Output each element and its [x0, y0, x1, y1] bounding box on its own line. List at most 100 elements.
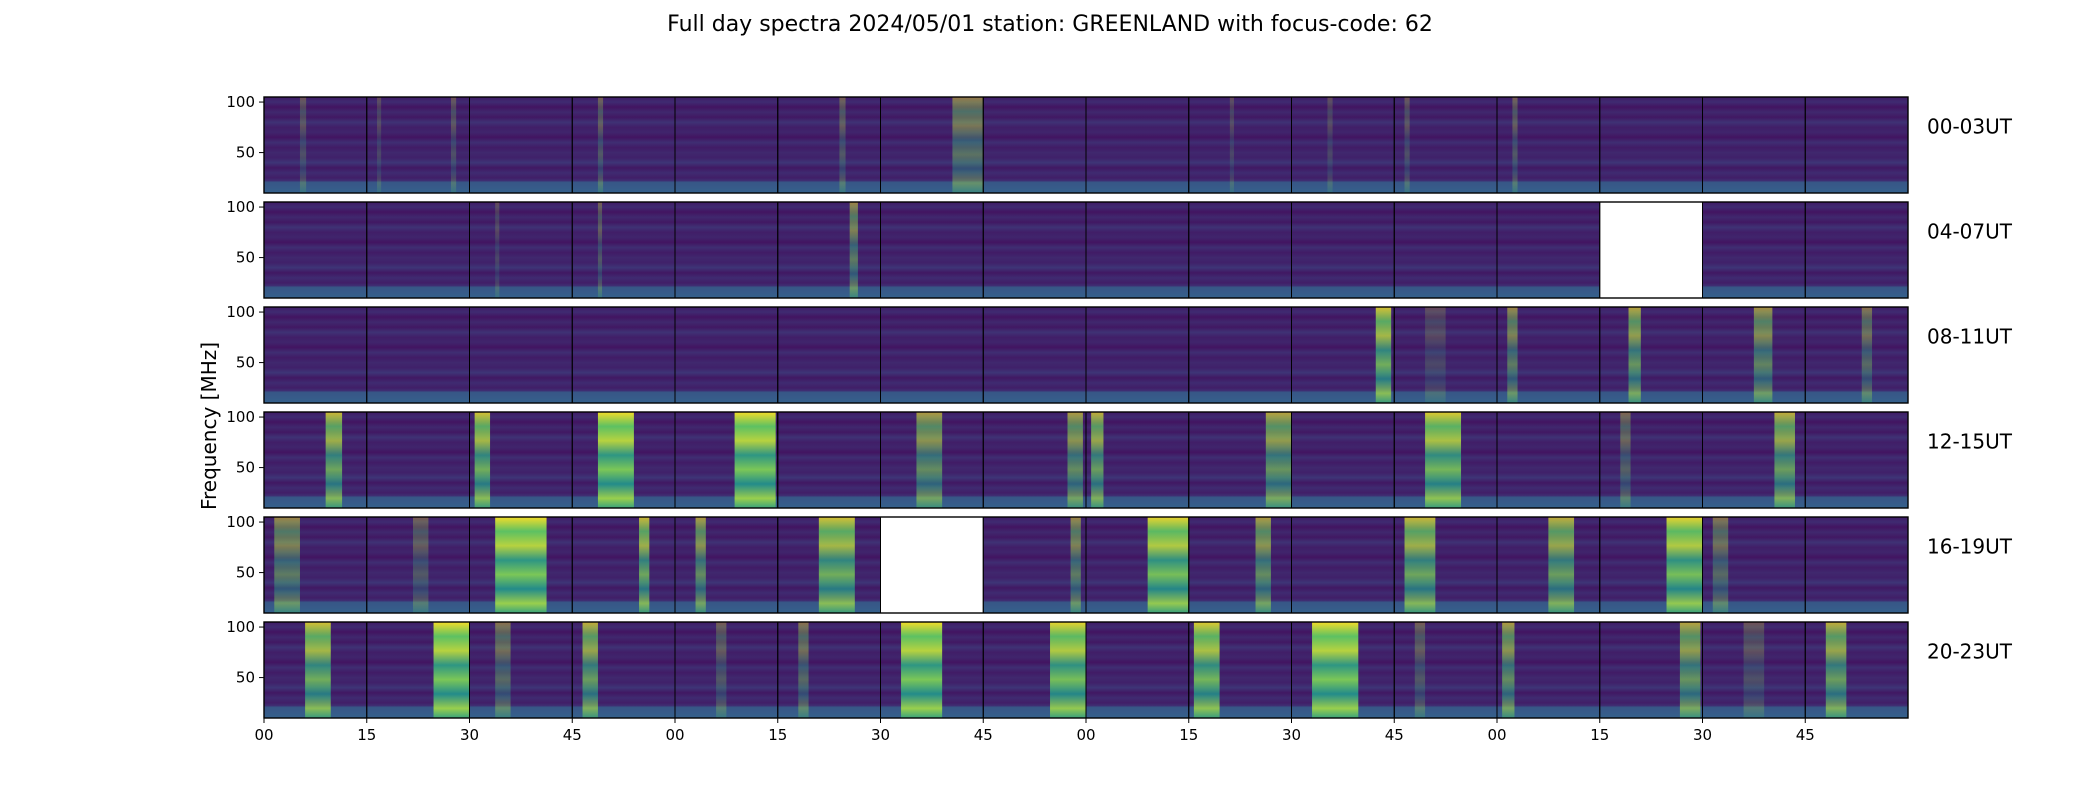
- radio-burst: [495, 517, 547, 613]
- radio-burst: [474, 412, 491, 508]
- low-frequency-band: [1805, 706, 1908, 718]
- low-frequency-band: [1394, 286, 1497, 298]
- low-frequency-band: [1291, 181, 1395, 193]
- radio-burst: [1425, 307, 1446, 403]
- spectrum-panel: [675, 517, 778, 613]
- x-tick-label: 45: [974, 726, 993, 744]
- x-tick-label: 00: [665, 726, 684, 744]
- low-frequency-band: [777, 391, 881, 403]
- low-frequency-band: [1497, 391, 1600, 403]
- low-frequency-band: [572, 286, 675, 298]
- low-frequency-band: [1497, 181, 1600, 193]
- radio-burst: [952, 97, 984, 193]
- low-frequency-band: [264, 391, 367, 403]
- radio-burst: [451, 97, 457, 193]
- low-frequency-band: [675, 286, 778, 298]
- spectrum-panel: [469, 202, 573, 298]
- y-tick-label: 50: [236, 459, 255, 477]
- x-tick-label: 15: [1590, 726, 1609, 744]
- low-frequency-band: [366, 391, 470, 403]
- spectrum-panel: [1086, 97, 1189, 193]
- radio-burst: [274, 517, 300, 613]
- low-frequency-band: [1805, 286, 1908, 298]
- low-frequency-band: [572, 706, 675, 718]
- radio-burst: [1620, 412, 1631, 508]
- x-tick-label: 30: [1693, 726, 1712, 744]
- spectrum-panel: [983, 202, 1086, 298]
- radio-burst: [1507, 307, 1518, 403]
- low-frequency-band: [1702, 181, 1806, 193]
- y-tick-label: 50: [236, 354, 255, 372]
- radio-burst: [1147, 517, 1189, 613]
- low-frequency-band: [983, 181, 1086, 193]
- low-frequency-band: [264, 286, 367, 298]
- radio-burst: [849, 202, 858, 298]
- y-tick-label: 50: [236, 669, 255, 687]
- x-tick-label: 00: [1487, 726, 1506, 744]
- low-frequency-band: [675, 181, 778, 193]
- spectrum-panel: [675, 97, 778, 193]
- low-frequency-band: [777, 706, 881, 718]
- spectrum-panel: [1497, 412, 1600, 508]
- radio-burst: [818, 517, 855, 613]
- radio-burst: [916, 412, 943, 508]
- spectrum-panel: [366, 307, 470, 403]
- low-frequency-band: [469, 286, 573, 298]
- low-frequency-band: [469, 706, 573, 718]
- radio-burst: [901, 622, 943, 718]
- low-frequency-band: [1086, 286, 1189, 298]
- spectrum-panel-missing: [1599, 202, 1703, 298]
- radio-burst: [1825, 622, 1847, 718]
- spectrum-panel: [675, 202, 778, 298]
- radio-burst: [1512, 97, 1518, 193]
- low-frequency-band: [264, 496, 367, 508]
- low-frequency-band: [366, 286, 470, 298]
- x-tick-label: 00: [254, 726, 273, 744]
- radio-burst: [1193, 622, 1220, 718]
- radio-burst: [412, 517, 429, 613]
- low-frequency-band: [1599, 601, 1703, 613]
- y-tick-label: 50: [236, 249, 255, 267]
- radio-burst: [1548, 517, 1575, 613]
- low-frequency-band: [880, 286, 984, 298]
- x-tick-label: 15: [768, 726, 787, 744]
- y-tick-label: 100: [226, 303, 255, 321]
- radio-burst: [1067, 412, 1083, 508]
- radio-burst: [597, 202, 603, 298]
- low-frequency-band: [1702, 496, 1806, 508]
- spectrum-panel: [1291, 412, 1395, 508]
- spectrum-panel: [572, 202, 675, 298]
- y-tick-label: 100: [226, 618, 255, 636]
- radio-burst: [1679, 622, 1701, 718]
- spectrum-panel: [1188, 97, 1292, 193]
- radio-burst: [1666, 517, 1703, 613]
- low-frequency-band: [675, 601, 778, 613]
- low-frequency-band: [1805, 496, 1908, 508]
- x-tick-label: 45: [1796, 726, 1815, 744]
- spectrum-panel: [469, 622, 573, 718]
- radio-burst: [1502, 622, 1515, 718]
- low-frequency-band: [1394, 601, 1497, 613]
- y-tick-label: 100: [226, 408, 255, 426]
- low-frequency-band: [880, 391, 984, 403]
- spectrum-panel: [469, 97, 573, 193]
- spectrum-panel: [1599, 97, 1703, 193]
- low-frequency-band: [777, 181, 881, 193]
- x-tick-label: 45: [563, 726, 582, 744]
- spectrum-panel: [1188, 202, 1292, 298]
- spectrum-panel: [1702, 97, 1806, 193]
- low-frequency-band: [1086, 706, 1189, 718]
- spectrum-panel: [264, 412, 367, 508]
- low-frequency-band: [1599, 181, 1703, 193]
- radio-burst: [1229, 97, 1234, 193]
- radio-burst: [597, 97, 604, 193]
- radio-burst: [1743, 622, 1765, 718]
- radio-burst: [597, 412, 634, 508]
- x-tick-label: 45: [1385, 726, 1404, 744]
- radio-burst: [1265, 412, 1292, 508]
- radio-burst: [582, 622, 598, 718]
- radio-burst: [325, 412, 343, 508]
- low-frequency-band: [1702, 601, 1806, 613]
- x-tick-label: 15: [1179, 726, 1198, 744]
- low-frequency-band: [777, 496, 881, 508]
